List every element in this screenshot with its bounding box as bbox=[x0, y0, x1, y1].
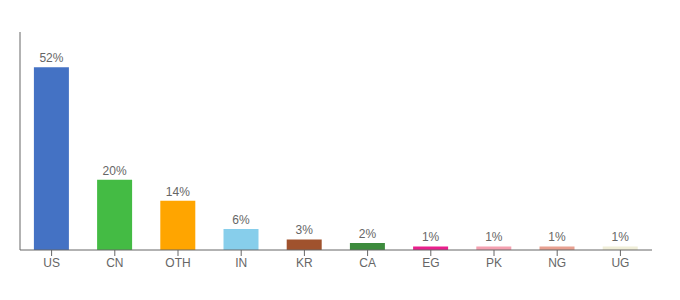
svg-text:3%: 3% bbox=[296, 223, 314, 237]
svg-text:1%: 1% bbox=[548, 230, 566, 244]
svg-text:1%: 1% bbox=[612, 230, 630, 244]
svg-text:KR: KR bbox=[296, 256, 313, 270]
svg-text:CN: CN bbox=[106, 256, 123, 270]
svg-text:2%: 2% bbox=[359, 227, 377, 241]
svg-text:CA: CA bbox=[359, 256, 376, 270]
svg-text:UG: UG bbox=[611, 256, 629, 270]
svg-text:6%: 6% bbox=[232, 213, 250, 227]
svg-text:52%: 52% bbox=[39, 51, 63, 65]
svg-text:PK: PK bbox=[486, 256, 502, 270]
svg-text:EG: EG bbox=[422, 256, 439, 270]
svg-text:20%: 20% bbox=[103, 164, 127, 178]
svg-text:1%: 1% bbox=[485, 230, 503, 244]
svg-text:OTH: OTH bbox=[165, 256, 190, 270]
svg-text:US: US bbox=[43, 256, 60, 270]
svg-text:IN: IN bbox=[235, 256, 247, 270]
svg-text:NG: NG bbox=[548, 256, 566, 270]
svg-text:14%: 14% bbox=[166, 185, 190, 199]
svg-text:1%: 1% bbox=[422, 230, 440, 244]
